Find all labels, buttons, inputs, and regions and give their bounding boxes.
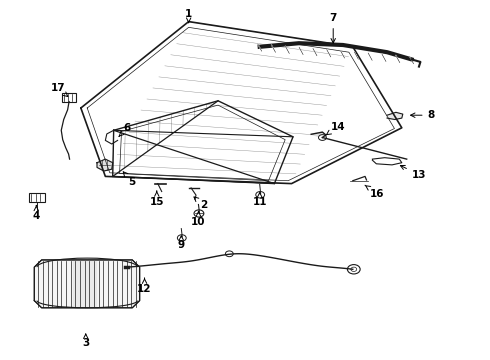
- Polygon shape: [387, 112, 403, 120]
- Text: 17: 17: [50, 83, 68, 96]
- Text: 9: 9: [178, 236, 185, 250]
- Text: 13: 13: [400, 166, 426, 180]
- Polygon shape: [34, 260, 140, 308]
- Polygon shape: [73, 261, 96, 307]
- Circle shape: [347, 265, 360, 274]
- Polygon shape: [97, 159, 113, 171]
- Text: 1: 1: [185, 9, 192, 23]
- Text: 5: 5: [123, 172, 136, 187]
- Text: 15: 15: [149, 191, 164, 207]
- Circle shape: [318, 135, 326, 140]
- Circle shape: [256, 192, 265, 198]
- Text: 2: 2: [194, 197, 207, 210]
- Text: 6: 6: [119, 123, 131, 136]
- Text: 4: 4: [32, 206, 40, 221]
- Text: 12: 12: [137, 278, 152, 294]
- Circle shape: [177, 235, 186, 241]
- FancyBboxPatch shape: [29, 193, 45, 202]
- FancyBboxPatch shape: [62, 93, 76, 102]
- Polygon shape: [311, 132, 326, 138]
- Text: 10: 10: [191, 212, 206, 228]
- Text: 7: 7: [329, 13, 337, 43]
- Text: 3: 3: [82, 334, 89, 348]
- Text: 11: 11: [252, 193, 267, 207]
- Circle shape: [351, 267, 357, 271]
- Text: 14: 14: [326, 122, 345, 135]
- Text: 8: 8: [411, 110, 435, 120]
- Circle shape: [225, 251, 233, 257]
- Circle shape: [194, 210, 204, 217]
- Text: 16: 16: [365, 185, 385, 199]
